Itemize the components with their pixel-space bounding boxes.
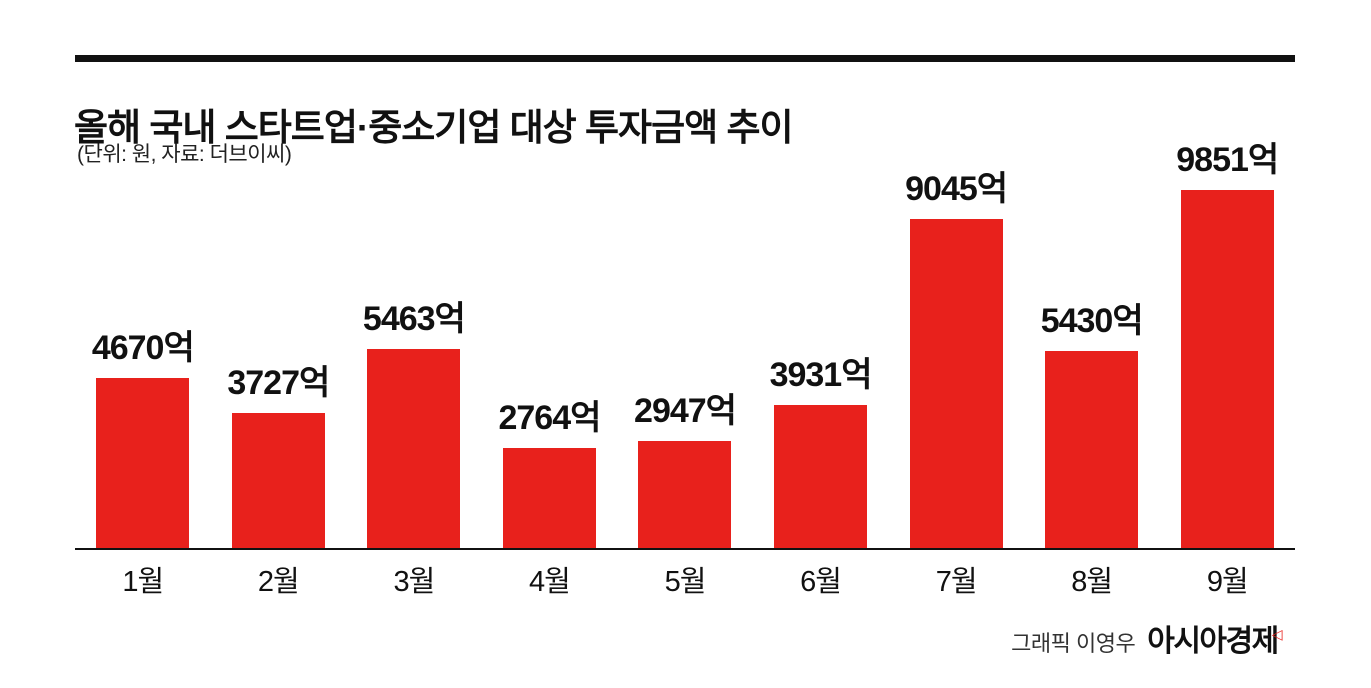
bar-group: 4670억 — [75, 320, 211, 548]
bar-group: 2947억 — [617, 383, 753, 548]
bar-value-label: 3931억 — [769, 356, 873, 394]
bar — [909, 219, 1003, 548]
x-axis-label: 9월 — [1206, 566, 1249, 598]
bar-value-label: 5430억 — [1040, 302, 1144, 340]
bar-value-label: 9851억 — [1176, 141, 1279, 179]
bar-group: 5430억 — [1024, 293, 1160, 548]
brand-logo-mark-icon: ◁ — [1271, 626, 1283, 642]
x-axis-labels: 1월 2월 3월 4월 5월 6월 7월 8월 9월 — [75, 558, 1295, 600]
bar-chart: 4670억 3727억 5463억 2764억 2947억 3931억 9045억 5430억… — [75, 128, 1295, 550]
x-axis-label: 4월 — [529, 566, 571, 598]
bar — [1045, 351, 1139, 548]
bar-group: 9045억 — [888, 161, 1024, 548]
bar-value-label: 4670억 — [91, 329, 195, 367]
bar-group: 5463억 — [346, 291, 482, 548]
bar-value-label: 2947억 — [634, 392, 737, 430]
x-axis-label: 8월 — [1071, 566, 1113, 598]
bar — [96, 378, 190, 548]
bar — [231, 413, 325, 548]
x-axis-label: 3월 — [393, 566, 435, 598]
x-axis-label: 5월 — [664, 566, 707, 598]
bar-group: 9851억 — [1159, 132, 1295, 548]
x-axis-label: 2월 — [257, 566, 300, 598]
bar — [638, 441, 732, 548]
x-axis-label: 6월 — [800, 566, 842, 598]
bar-value-label: 9045억 — [905, 170, 1008, 208]
bar — [367, 349, 461, 548]
bar-value-label: 5463억 — [362, 300, 466, 338]
brand-logo: 아시아경제◁ — [1147, 616, 1287, 660]
x-axis-label: 7월 — [935, 566, 978, 598]
brand-logo-text: 아시아경제 — [1147, 625, 1279, 658]
chart-title: 올해 국내 스타트업·중소기업 대상 투자금액 추이 — [74, 106, 794, 148]
chart-unit-source-note: (단위: 원, 자료: 더브이씨) — [77, 143, 292, 166]
bar — [502, 448, 596, 548]
bar-value-label: 3727억 — [227, 364, 330, 402]
bar-group: 2764억 — [482, 390, 618, 548]
credits: 그래픽 이영우 아시아경제◁ — [1011, 616, 1287, 660]
x-axis-label: 1월 — [122, 566, 164, 598]
bar-group: 3931억 — [753, 347, 889, 548]
top-rule — [75, 55, 1295, 62]
bar — [774, 405, 868, 548]
bar-value-label: 2764억 — [498, 399, 601, 437]
bar-group: 3727억 — [211, 355, 347, 548]
bar — [1180, 190, 1274, 548]
graphic-credit: 그래픽 이영우 — [1011, 631, 1136, 656]
